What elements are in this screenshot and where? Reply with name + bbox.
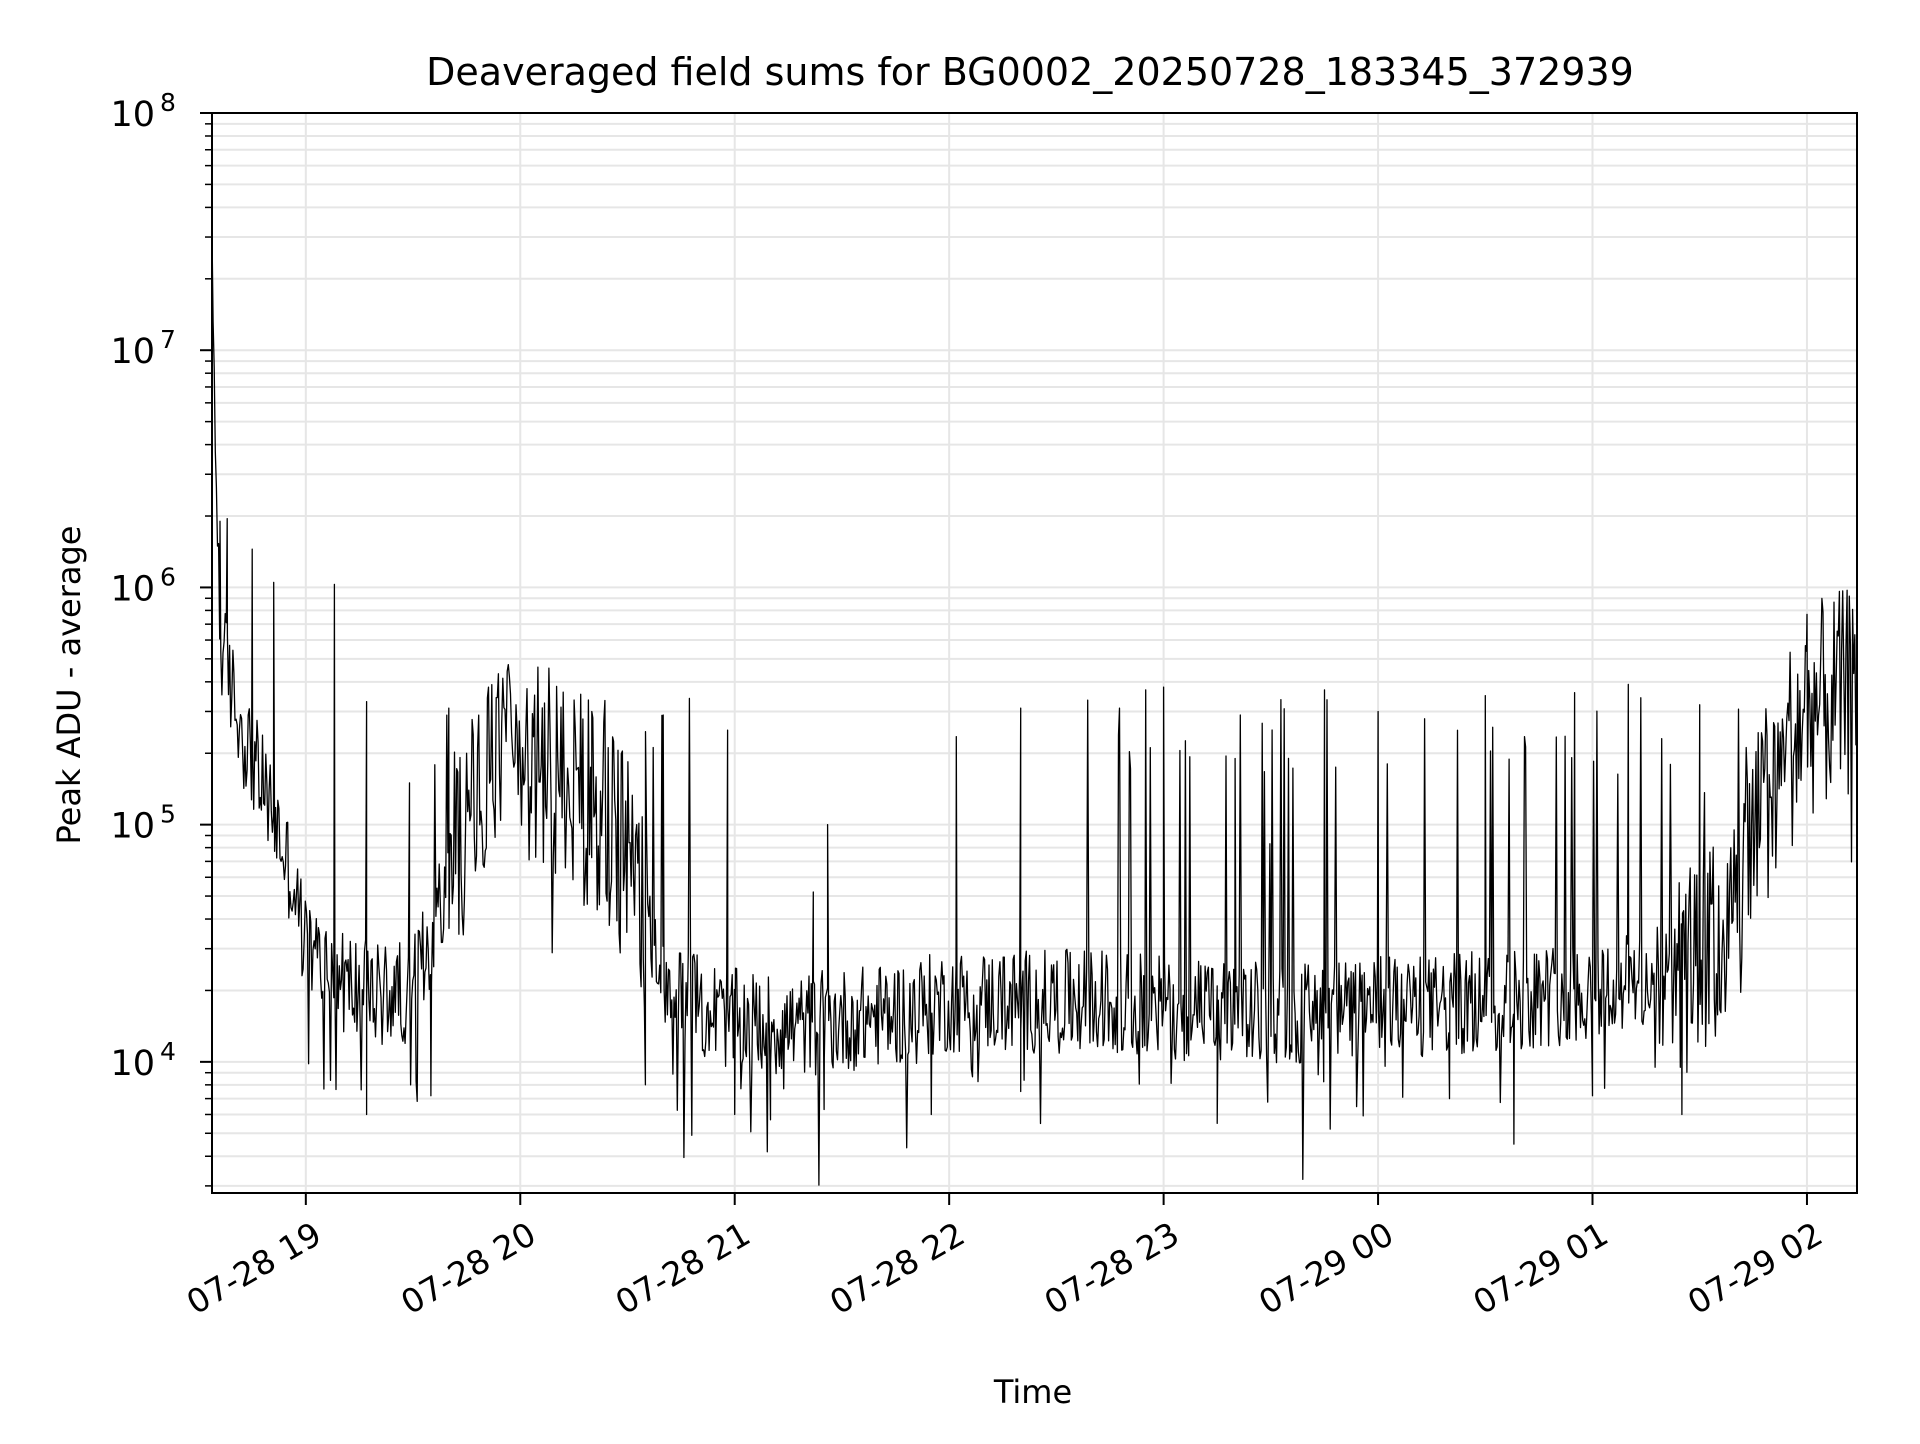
- axes-frame: [211, 112, 1858, 1194]
- y-tick-exponent: 5: [160, 800, 176, 829]
- y-tick-exponent: 6: [160, 562, 176, 591]
- grid: [212, 112, 1857, 1193]
- y-tick-label: 10: [110, 569, 155, 609]
- series-line: [211, 232, 1858, 1186]
- y-tick-exponent: 8: [160, 88, 176, 117]
- y-tick-label: 10: [110, 95, 155, 135]
- chart-title: Deaveraged field sums for BG0002_2025072…: [426, 50, 1634, 94]
- y-tick-exponent: 7: [160, 325, 176, 354]
- y-tick-label: 10: [110, 332, 155, 372]
- y-tick-exponent: 4: [160, 1037, 176, 1066]
- x-axis-label: Time: [993, 1373, 1072, 1411]
- plot-area: [211, 232, 1858, 1186]
- y-tick-label: 10: [110, 807, 155, 847]
- y-tick-label: 10: [110, 1044, 155, 1084]
- y-axis-label: Peak ADU - average: [50, 526, 88, 845]
